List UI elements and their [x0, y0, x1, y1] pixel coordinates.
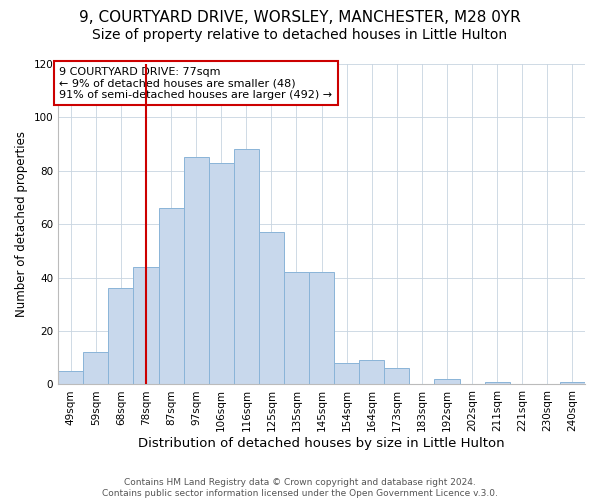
Bar [385, 368, 409, 384]
Bar [158, 208, 184, 384]
Bar [560, 382, 585, 384]
Bar [83, 352, 109, 384]
Bar [234, 150, 259, 384]
Bar [133, 267, 158, 384]
Bar [359, 360, 385, 384]
Bar [309, 272, 334, 384]
Text: Contains HM Land Registry data © Crown copyright and database right 2024.
Contai: Contains HM Land Registry data © Crown c… [102, 478, 498, 498]
Bar [284, 272, 309, 384]
Bar [334, 363, 359, 384]
Bar [434, 379, 460, 384]
X-axis label: Distribution of detached houses by size in Little Hulton: Distribution of detached houses by size … [138, 437, 505, 450]
Bar [58, 371, 83, 384]
Text: 9, COURTYARD DRIVE, WORSLEY, MANCHESTER, M28 0YR: 9, COURTYARD DRIVE, WORSLEY, MANCHESTER,… [79, 10, 521, 25]
Bar [259, 232, 284, 384]
Text: Size of property relative to detached houses in Little Hulton: Size of property relative to detached ho… [92, 28, 508, 42]
Bar [109, 288, 133, 384]
Bar [209, 163, 234, 384]
Text: 9 COURTYARD DRIVE: 77sqm
← 9% of detached houses are smaller (48)
91% of semi-de: 9 COURTYARD DRIVE: 77sqm ← 9% of detache… [59, 66, 332, 100]
Bar [485, 382, 510, 384]
Y-axis label: Number of detached properties: Number of detached properties [15, 131, 28, 317]
Bar [184, 158, 209, 384]
